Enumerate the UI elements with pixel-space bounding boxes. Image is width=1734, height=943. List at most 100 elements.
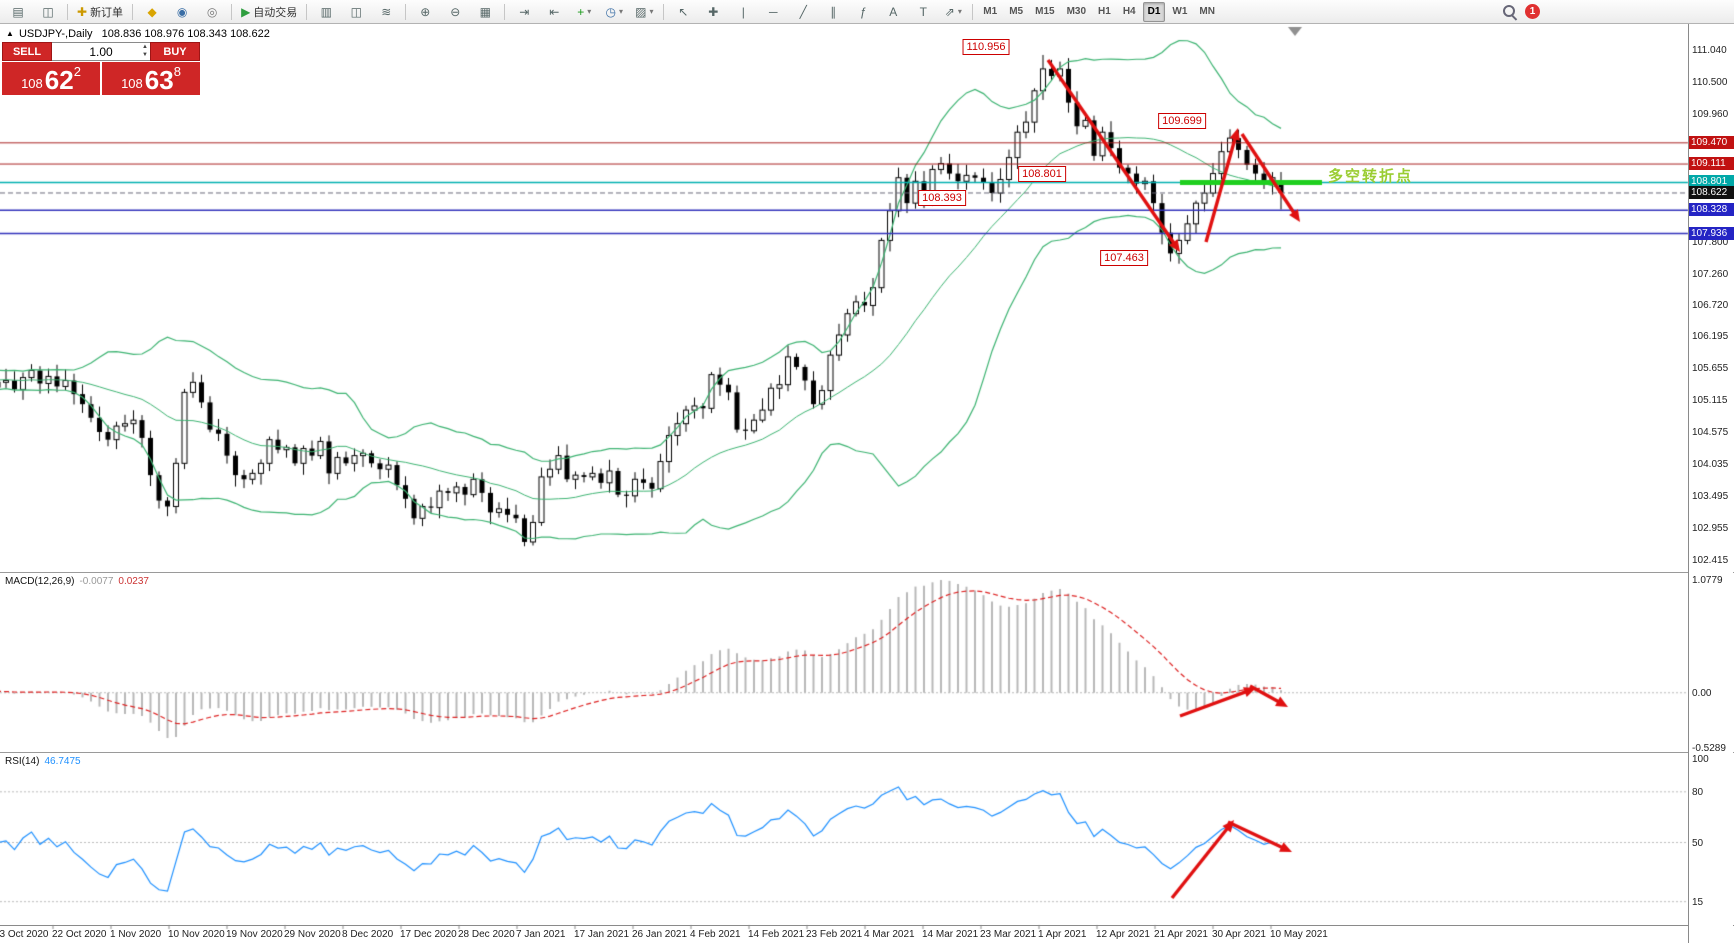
horizontal-line-icon[interactable]: ─ xyxy=(759,1,787,23)
data-window-icon[interactable]: ◉ xyxy=(168,1,196,23)
line-chart-icon-glyph: ≋ xyxy=(381,4,392,19)
vertical-line-icon[interactable]: | xyxy=(729,1,757,23)
new-chart-icon-glyph: ▤ xyxy=(12,4,24,19)
toolbar-separator xyxy=(504,3,506,20)
price-axis-label: 104.575 xyxy=(1692,427,1729,439)
sell-price-display[interactable]: 108 62 2 xyxy=(2,62,100,95)
indicators-icon[interactable]: + ▾ xyxy=(570,1,598,23)
spin-up-icon[interactable]: ▲ xyxy=(142,44,148,50)
price-label-109.699[interactable]: 109.699 xyxy=(1158,113,1206,130)
timeframe-w1[interactable]: W1 xyxy=(1172,6,1188,17)
new-order-button[interactable]: ✚ 新订单 xyxy=(73,1,127,23)
buy-price-base: 108 xyxy=(121,76,143,91)
rsi-axis-label: 50 xyxy=(1692,837,1704,849)
auto-trading-button-label: 自动交易 xyxy=(253,6,298,19)
price-tag-109.470: 109.470 xyxy=(1689,135,1734,149)
notification-badge[interactable]: 1 xyxy=(1525,4,1540,19)
panel-separator-rsi[interactable] xyxy=(0,752,1734,753)
date-label: 13 Oct 2020 xyxy=(0,929,49,940)
periods-icon[interactable]: ◷ ▾ xyxy=(600,1,628,23)
date-label: 14 Mar 2021 xyxy=(922,929,979,940)
chart-shift-icon[interactable]: ⇤ xyxy=(540,1,568,23)
date-label: 23 Mar 2021 xyxy=(980,929,1037,940)
text-icon[interactable]: A xyxy=(879,1,907,23)
periods-icon-glyph: ◷ xyxy=(605,4,617,19)
volume-input[interactable]: 1.00 ▲ ▼ xyxy=(52,42,150,61)
macd-axis-label: 1.0779 xyxy=(1692,575,1723,586)
spin-down-icon[interactable]: ▼ xyxy=(142,52,148,58)
price-axis-label: 106.195 xyxy=(1692,331,1729,343)
toolbar-separator xyxy=(67,3,68,20)
volume-spinner[interactable]: ▲ ▼ xyxy=(142,43,148,59)
price-tag-108.328: 108.328 xyxy=(1689,203,1734,217)
zoom-out-icon[interactable]: ⊖ xyxy=(441,1,469,23)
sell-button[interactable]: SELL xyxy=(2,42,52,61)
profiles-icon-glyph: ◫ xyxy=(42,4,54,19)
timeframe-d1[interactable]: D1 xyxy=(1142,1,1166,22)
timeframe-m30[interactable]: M30 xyxy=(1066,6,1087,17)
templates-icon[interactable]: ▨ ▾ xyxy=(630,1,658,23)
price-axis-label: 102.415 xyxy=(1692,554,1729,566)
volume-value: 1.00 xyxy=(89,44,113,59)
line-chart-icon[interactable]: ≋ xyxy=(372,1,400,23)
cursor-icon-glyph: ↖ xyxy=(678,4,689,19)
date-label: 28 Dec 2020 xyxy=(458,929,515,940)
timeframe-mn[interactable]: MN xyxy=(1199,6,1215,17)
buy-price-pips: 63 xyxy=(144,65,174,95)
strategy-tester-icon-glyph: ◎ xyxy=(206,4,218,19)
date-label: 21 Apr 2021 xyxy=(1154,929,1208,940)
price-axis-label: 107.260 xyxy=(1692,268,1729,280)
rsi-axis-label: 80 xyxy=(1692,786,1704,798)
tile-windows-icon[interactable]: ▦ xyxy=(471,1,499,23)
timeframe-m15[interactable]: M15 xyxy=(1035,6,1055,17)
auto-scroll-icon[interactable]: ⇥ xyxy=(510,1,538,23)
date-label: 1 Nov 2020 xyxy=(110,929,162,940)
equidistant-channel-icon[interactable]: ∥ xyxy=(819,1,847,23)
equidistant-channel-icon-glyph: ∥ xyxy=(830,4,837,19)
horizontal-line-icon-glyph: ─ xyxy=(769,4,778,19)
timeframe-m1[interactable]: M1 xyxy=(983,6,998,17)
buy-button[interactable]: BUY xyxy=(150,42,200,61)
candlestick-chart-icon[interactable]: ◫ xyxy=(342,1,370,23)
timeframe-h4[interactable]: H4 xyxy=(1122,6,1136,17)
search-icon[interactable] xyxy=(1502,4,1518,21)
crosshair-icon[interactable]: ✚ xyxy=(699,1,727,23)
fibonacci-icon[interactable]: ƒ xyxy=(849,1,877,23)
toolbar-separator xyxy=(132,3,134,20)
zoom-in-icon[interactable]: ⊕ xyxy=(411,1,439,23)
new-chart-icon[interactable]: ▤ xyxy=(4,1,32,23)
price-tag-108.801: 108.801 xyxy=(1689,175,1734,189)
price-label-108.801[interactable]: 108.801 xyxy=(1018,166,1066,183)
data-window-icon-glyph: ◉ xyxy=(176,4,188,19)
buy-price-display[interactable]: 108 63 8 xyxy=(102,62,200,95)
date-label: 4 Mar 2021 xyxy=(864,929,915,940)
auto-trading-button[interactable]: ▶ 自动交易 xyxy=(237,1,301,23)
panel-separator-macd[interactable] xyxy=(0,572,1734,573)
timeframe-m5[interactable]: M5 xyxy=(1009,6,1024,17)
market-watch-icon[interactable]: ◆ xyxy=(138,1,166,23)
price-axis-label: 111.040 xyxy=(1692,45,1727,56)
cursor-icon[interactable]: ↖ xyxy=(669,1,697,23)
price-axis-label: 102.955 xyxy=(1692,523,1729,535)
annotation-note[interactable]: 多空转折点 xyxy=(1328,168,1414,185)
tile-windows-icon-glyph: ▦ xyxy=(479,4,491,19)
text-label-icon[interactable]: T xyxy=(909,1,937,23)
price-label-108.393[interactable]: 108.393 xyxy=(918,189,966,206)
price-label-107.463[interactable]: 107.463 xyxy=(1100,249,1148,266)
toolbar-separator xyxy=(405,3,407,20)
buy-price-frac: 8 xyxy=(173,64,181,79)
bar-chart-icon[interactable]: ▥ xyxy=(312,1,340,23)
toolbar-separator xyxy=(663,3,665,20)
trendline-icon[interactable]: ╱ xyxy=(789,1,817,23)
strategy-tester-icon[interactable]: ◎ xyxy=(198,1,226,23)
candlestick-chart-icon-glyph: ◫ xyxy=(350,4,362,19)
date-label: 30 Apr 2021 xyxy=(1212,929,1266,940)
arrows-tool-icon[interactable]: ⇗ ▾ xyxy=(939,1,967,23)
price-label-110.956[interactable]: 110.956 xyxy=(962,38,1010,55)
vertical-line-icon-glyph: | xyxy=(741,4,745,19)
profiles-icon[interactable]: ◫ xyxy=(34,1,62,23)
date-label: 17 Jan 2021 xyxy=(574,929,630,940)
timeframe-h1[interactable]: H1 xyxy=(1098,6,1111,17)
fibonacci-icon-glyph: ƒ xyxy=(859,4,867,19)
